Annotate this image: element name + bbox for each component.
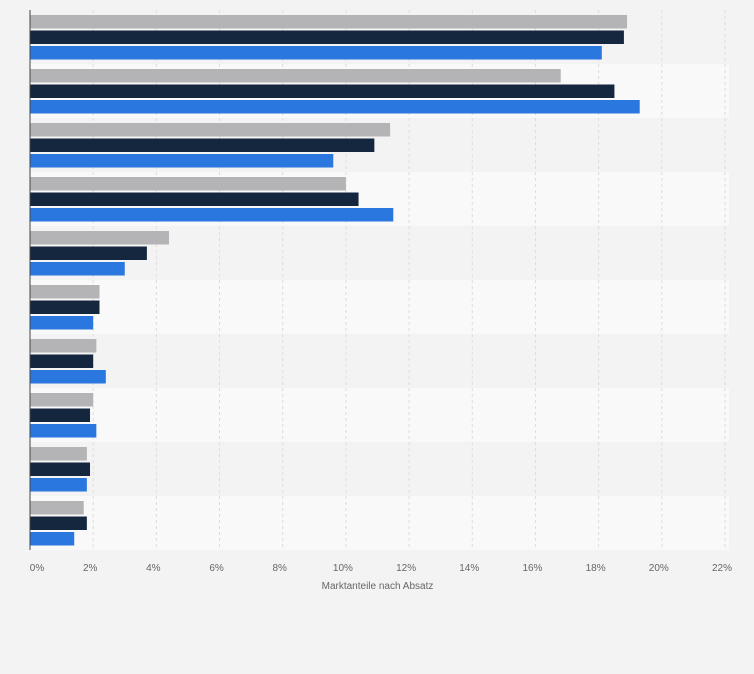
row-band (30, 334, 729, 388)
bar (30, 424, 97, 438)
x-tick-label: 18% (586, 563, 606, 574)
bar (30, 339, 97, 353)
bar (30, 100, 640, 114)
bar (30, 285, 100, 299)
bar (30, 478, 87, 492)
x-tick-label: 6% (209, 563, 224, 574)
x-tick-label: 8% (273, 563, 288, 574)
bar (30, 46, 602, 60)
x-tick-label: 4% (146, 563, 161, 574)
row-band (30, 280, 729, 334)
bar (30, 231, 169, 245)
bar (30, 192, 359, 206)
bar (30, 393, 94, 407)
bar (30, 177, 346, 191)
bar (30, 246, 147, 260)
bar (30, 69, 561, 83)
bar (30, 354, 94, 368)
row-band (30, 442, 729, 496)
bar (30, 123, 391, 137)
row-band (30, 388, 729, 442)
bar (30, 447, 87, 461)
x-tick-label: 0% (30, 563, 45, 574)
bar (30, 154, 334, 168)
bar (30, 316, 94, 330)
bar (30, 15, 628, 29)
bar (30, 370, 106, 384)
bar (30, 516, 87, 530)
bars (30, 15, 640, 546)
bar (30, 501, 84, 515)
x-tick-label: 22% (712, 563, 732, 574)
x-tick-label: 12% (396, 563, 416, 574)
bar (30, 408, 91, 422)
x-tick-label: 2% (83, 563, 98, 574)
x-tick-label: 16% (522, 563, 542, 574)
bar (30, 30, 624, 44)
x-tick-label: 10% (333, 563, 353, 574)
x-axis-label: Marktanteile nach Absatz (322, 581, 434, 592)
bar (30, 300, 100, 314)
x-tick-label: 14% (459, 563, 479, 574)
bar (30, 262, 125, 276)
bar (30, 532, 75, 546)
x-tick-label: 20% (649, 563, 669, 574)
bar (30, 208, 394, 222)
x-tick-labels: 0% 2% 4% 6% 8% 10% 12% 14% 16% 18% 20% 22% (30, 563, 732, 574)
bar (30, 84, 615, 98)
bar (30, 462, 91, 476)
row-band (30, 496, 729, 550)
bar (30, 138, 375, 152)
